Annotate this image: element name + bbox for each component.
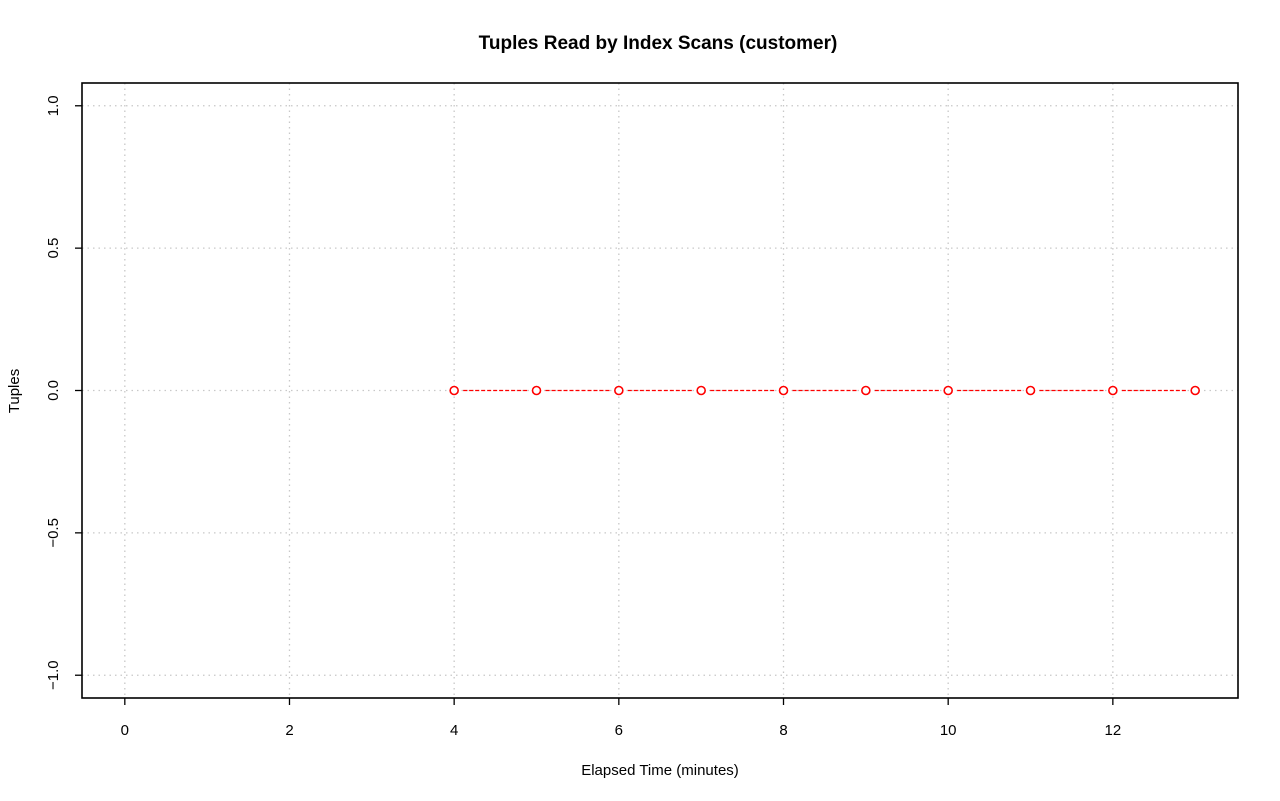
chart-title: Tuples Read by Index Scans (customer)	[479, 33, 838, 54]
x-tick-label: 2	[285, 722, 293, 739]
x-tick-label: 4	[450, 722, 458, 739]
x-tick-label: 12	[1105, 722, 1122, 739]
y-axis-label: Tuples	[6, 369, 23, 413]
x-tick-label: 0	[121, 722, 129, 739]
y-tick-label: −1.0	[45, 660, 62, 690]
data-point	[696, 385, 706, 396]
y-tick-label: 0.5	[45, 238, 62, 259]
data-point	[1108, 385, 1118, 396]
data-point	[614, 385, 624, 396]
data-point	[449, 385, 459, 396]
data-point	[1190, 385, 1200, 396]
data-point	[861, 385, 871, 396]
data-point	[531, 385, 542, 396]
series-customer	[449, 385, 1200, 396]
y-tick-label: 1.0	[45, 95, 62, 116]
x-tick-label: 10	[940, 722, 957, 739]
data-point	[778, 385, 789, 396]
x-tick-label: 8	[779, 722, 787, 739]
x-axis: 0 2 4 6 8 10 12	[121, 698, 1122, 739]
grid-layer	[82, 83, 1238, 698]
y-tick-label: −0.5	[45, 518, 62, 548]
data-point	[1025, 385, 1036, 396]
x-axis-label: Elapsed Time (minutes)	[581, 762, 739, 779]
y-tick-label: 0.0	[45, 380, 62, 401]
data-point	[943, 385, 953, 396]
x-tick-label: 6	[615, 722, 623, 739]
series-layer	[449, 385, 1200, 396]
y-axis: −1.0 −0.5 0.0 0.5 1.0	[45, 95, 82, 690]
